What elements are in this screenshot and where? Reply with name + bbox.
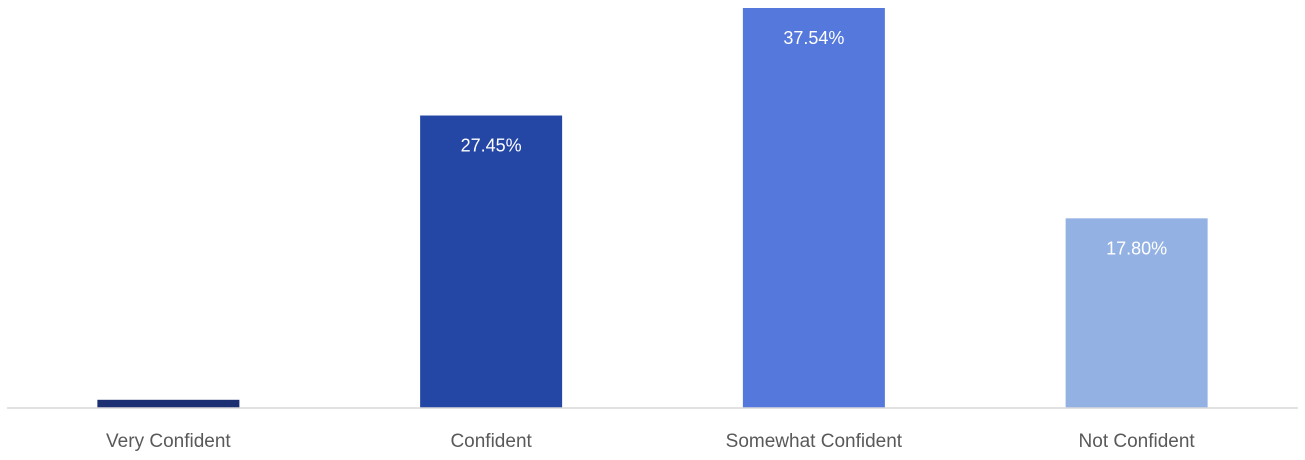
bar-confident [420, 115, 563, 408]
bar-somewhat-confident [742, 8, 885, 408]
data-label-somewhat-confident: 37.54% [783, 28, 844, 48]
x-tick-label-confident: Confident [450, 431, 532, 452]
x-tick-label-very-confident: Very Confident [106, 431, 231, 452]
bar-not-confident [1065, 218, 1208, 408]
data-label-not-confident: 17.80% [1106, 238, 1167, 258]
data-labels: 27.45% 37.54% 17.80% [461, 28, 1168, 258]
bars [97, 8, 1208, 408]
x-tick-label-not-confident: Not Confident [1079, 431, 1196, 452]
x-axis-tick-labels: Very Confident Confident Somewhat Confiden… [106, 431, 1195, 452]
bar-very-confident [97, 399, 240, 408]
x-tick-label-somewhat-confident: Somewhat Confident [726, 431, 903, 452]
data-label-confident: 27.45% [461, 136, 522, 156]
